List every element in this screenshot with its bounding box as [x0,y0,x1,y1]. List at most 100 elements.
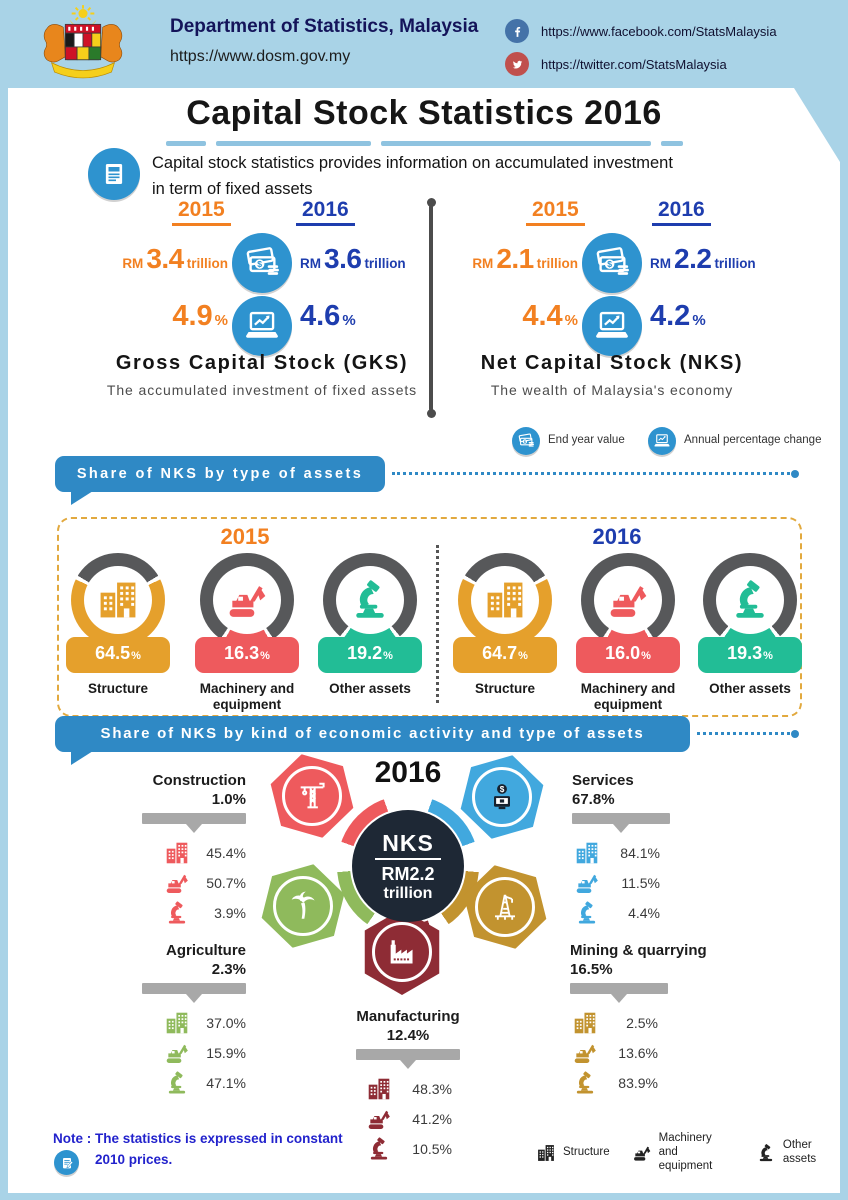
legend-annual-change: Annual percentage change [684,434,822,446]
legend-other: Other assets [756,1139,848,1167]
donut-other-2016 [703,553,797,647]
gks-2015-value: RM 3.4 trillion [122,243,228,274]
gks-title: Gross Capital Stock (GKS) [115,352,409,374]
building-icon [164,840,190,866]
building-icon [96,578,140,622]
gks-2015-pct: 4.9% [172,300,228,332]
nks-title: Net Capital Stock (NKS) [480,352,744,374]
building-icon [574,840,600,866]
sector-manufacturing-stats: Manufacturing 12.4% 48.3% 41.2% 10.5% [338,1008,478,1164]
asset-label: Machinery and equipment [580,681,676,712]
microscope-icon [574,900,600,926]
pointer-bar [142,982,246,994]
facebook-icon [505,19,529,43]
pct-badge: 19.2% [318,637,422,673]
pointer-bar [570,982,668,994]
hex-construction [269,753,355,839]
building-icon [536,1143,556,1163]
donut-machinery-2015 [200,553,294,647]
nks-2015-pct: 4.4% [522,300,578,332]
pointer-bar [142,812,246,824]
nks-year-2016: 2016 [652,198,711,226]
building-icon [483,578,527,622]
news-icon [88,148,140,200]
microscope-icon [756,1143,776,1163]
asset-label: Other assets [709,681,791,696]
asset-label: Machinery and equipment [199,681,295,712]
assets-year-2015: 2015 [220,524,270,549]
excavator-icon [164,1040,190,1066]
donut-structure-2016 [458,553,552,647]
banner-dotted-line [392,470,799,478]
oil-rig-icon [489,891,521,923]
chart-growth-icon [648,427,676,455]
hex-year: 2016 [374,756,442,789]
sector-mining-stats: Mining & quarrying 16.5% 2.5% 13.6% 83.9… [570,942,720,1098]
palm-tree-icon [287,890,319,922]
microscope-icon [348,578,392,622]
nks-desc: The wealth of Malaysia's economy [490,382,734,398]
pct-badge: 64.5% [66,637,170,673]
twitter-icon [505,52,529,76]
chart-growth-icon [582,296,642,356]
hex-manufacturing [359,909,445,995]
nks-2016-value: RM 2.2 trillion [650,243,756,274]
donut-other-2015 [323,553,417,647]
assets-year-divider [436,545,439,703]
malaysia-coat-of-arms [24,3,142,85]
note-icon [54,1150,79,1175]
donut-structure-2015 [71,553,165,647]
excavator-icon [632,1143,652,1163]
legend-machinery: Machinery and equipment [632,1132,734,1173]
hex-agriculture [260,863,346,949]
building-icon [572,1010,598,1036]
pointer-bar [356,1048,460,1060]
title-underline [0,141,848,146]
nks-year-2015: 2015 [526,198,585,226]
legend-structure: Structure [536,1143,610,1163]
assets-year-2016: 2016 [592,524,642,549]
sector-agriculture-stats: Agriculture 2.3% 37.0% 15.9% 47.1% [120,942,246,1098]
excavator-icon [164,870,190,896]
hex-services [459,754,545,840]
money-icon [232,233,292,293]
asset-type-legend: Structure Machinery and equipment Other a… [536,1132,848,1173]
gks-2016-value: RM 3.6 trillion [300,243,406,274]
excavator-icon [574,870,600,896]
org-name: Department of Statistics, Malaysia [170,16,479,37]
pct-badge: 19.3% [698,637,802,673]
nks-center: NKS RM2.2 trillion [352,810,464,922]
chart-growth-icon [232,296,292,356]
excavator-icon [366,1106,392,1132]
asset-label: Structure [474,681,535,696]
nks-2015-value: RM 2.1 trillion [472,243,578,274]
sector-services-stats: Services 67.8% 84.1% 11.5% 4.4% [572,772,702,928]
excavator-icon [606,578,650,622]
column-divider [426,198,436,418]
twitter-link[interactable]: https://twitter.com/StatsMalaysia [505,52,727,76]
gks-year-2015: 2015 [172,198,231,226]
org-website-link[interactable]: https://www.dosm.gov.my [170,48,351,65]
page-title: Capital Stock Statistics 2016 [186,94,662,132]
excavator-icon [225,578,269,622]
gks-desc: The accumulated investment of fixed asse… [106,382,418,398]
factory-icon [386,936,418,968]
nks-2016-pct: 4.2% [650,300,706,332]
money-icon [512,427,540,455]
note-line1: Note : The statistics is expressed in co… [53,1131,343,1146]
facebook-link[interactable]: https://www.facebook.com/StatsMalaysia [505,19,777,43]
sector-construction-stats: Construction 1.0% 45.4% 50.7% 3.9% [120,772,246,928]
legend-end-year: End year value [548,434,625,446]
building-icon [164,1010,190,1036]
pointer-bar [572,812,670,824]
section-banner-activity: Share of NKS by kind of economic activit… [55,716,690,765]
section-banner-assets: Share of NKS by type of assets [55,456,385,505]
pct-badge: 16.3% [195,637,299,673]
money-icon [582,233,642,293]
donut-machinery-2016 [581,553,675,647]
gks-year-2016: 2016 [296,198,355,226]
intro-text: Capital stock statistics provides inform… [152,154,673,199]
gks-2016-pct: 4.6% [300,300,356,332]
microscope-icon [572,1070,598,1096]
